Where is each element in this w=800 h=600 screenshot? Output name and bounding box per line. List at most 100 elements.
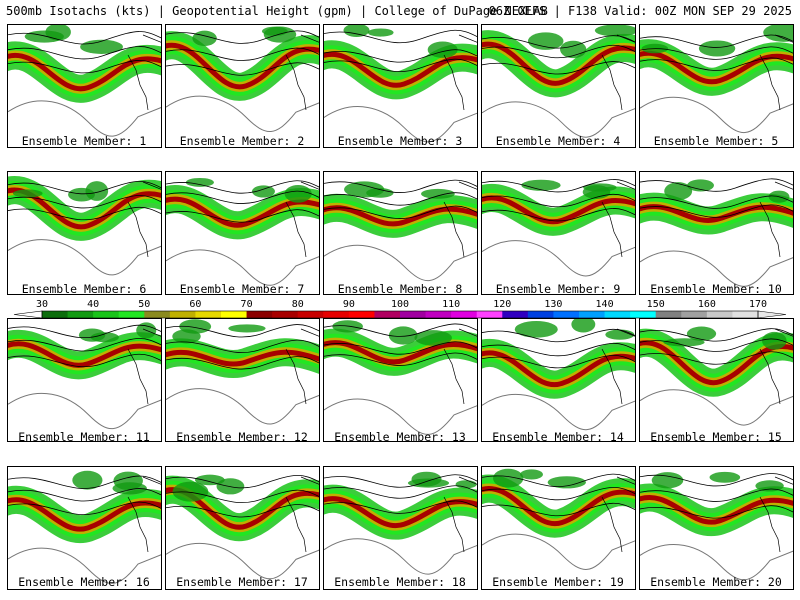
colorbar-swatch (42, 311, 69, 318)
height-contour-gray (8, 239, 161, 276)
ensemble-map-panel (481, 171, 636, 295)
colorbar-swatch (272, 311, 299, 318)
jet-stream-band (640, 50, 793, 85)
height-contour (640, 488, 793, 502)
height-contour (166, 190, 319, 204)
height-contour (482, 179, 635, 193)
height-contour-gray (8, 547, 161, 584)
wind-speed-area (388, 326, 418, 345)
isotach-map (640, 178, 793, 287)
height-contour (640, 338, 793, 352)
colorbar-tick-label: 40 (87, 299, 99, 310)
ensemble-member-label: Ensemble Member: 2 (179, 134, 305, 148)
height-contour (640, 46, 793, 60)
wind-speed-area (763, 25, 793, 42)
coastline (601, 328, 635, 405)
colorbar-swatch (553, 311, 580, 318)
wind-speed-area (664, 182, 693, 201)
height-contour (324, 500, 477, 514)
wind-speed-area (172, 481, 209, 502)
height-contour-gray (482, 101, 635, 138)
height-contour (640, 204, 793, 218)
coastline (759, 328, 793, 405)
coastline (285, 181, 319, 258)
colorbar-swatch (93, 311, 120, 318)
height-contour (324, 179, 477, 193)
ensemble-map-panel (639, 24, 794, 148)
height-contour (324, 485, 477, 499)
colorbar-tick-label: 70 (241, 299, 253, 310)
jet-stream-band (166, 349, 319, 367)
colorbar-tick-label: 120 (493, 299, 511, 310)
height-contour-gray (166, 542, 319, 580)
wind-speed-area (493, 468, 524, 488)
coastline (759, 34, 793, 111)
isotach-map (166, 474, 319, 580)
colorbar-swatch (246, 311, 273, 318)
colorbar-tick-label: 60 (189, 299, 201, 310)
colorbar-swatch (681, 311, 708, 318)
height-contour (324, 49, 477, 63)
jet-stream-band (482, 41, 635, 86)
colorbar-tick-label: 110 (442, 299, 460, 310)
isotach-map (324, 471, 477, 575)
isotach-map (324, 320, 477, 435)
height-contour (8, 324, 161, 339)
wind-speed-area (455, 480, 477, 489)
coastline (443, 34, 477, 111)
ensemble-map-panel (639, 171, 794, 295)
coastline (127, 476, 161, 553)
colorbar-swatch (67, 311, 94, 318)
colorbar-swatch (655, 311, 682, 318)
colorbar-swatch (476, 311, 503, 318)
colorbar-swatch (323, 311, 350, 318)
ensemble-member-label: Ensemble Member: 13 (334, 430, 466, 444)
ensemble-member-label: Ensemble Member: 19 (492, 575, 624, 589)
coastline (285, 34, 319, 111)
ensemble-member-label: Ensemble Member: 12 (176, 430, 308, 444)
ensemble-map-panel (639, 318, 794, 442)
height-contour-gray (166, 95, 319, 132)
colorbar-tick-label: 100 (391, 299, 409, 310)
height-contour (482, 61, 635, 75)
colorbar-tick-label: 160 (698, 299, 716, 310)
height-contour (166, 504, 319, 518)
wind-speed-area (344, 181, 385, 198)
wind-speed-area (527, 32, 564, 50)
coastline (759, 476, 793, 553)
jet-stream-band (324, 496, 477, 529)
height-contour (8, 46, 161, 60)
wind-speed-area (179, 319, 212, 334)
height-contour (482, 486, 635, 501)
wind-speed-area (594, 25, 635, 37)
jet-stream-band (482, 486, 635, 527)
height-contour (166, 47, 319, 61)
ensemble-map-panel (7, 318, 162, 442)
jet-stream-band (640, 204, 793, 223)
height-contour-gray (324, 398, 477, 435)
height-contour (640, 57, 793, 71)
height-contour (482, 473, 635, 487)
jet-stream-band (482, 195, 635, 225)
colorbar-tick-label: 170 (749, 299, 767, 310)
height-contour (640, 328, 793, 342)
height-contour (640, 351, 793, 365)
ensemble-member-label: Ensemble Member: 1 (21, 134, 147, 148)
height-contour (482, 355, 635, 369)
height-contour (324, 205, 477, 219)
colorbar-swatches (13, 310, 787, 319)
ensemble-member-label: Ensemble Member: 6 (21, 282, 147, 296)
colorbar-end-arrow (757, 310, 787, 319)
colorbar-tick-label: 130 (544, 299, 562, 310)
height-contour (166, 62, 319, 76)
wind-speed-area (343, 25, 370, 37)
height-contour (324, 29, 477, 44)
wind-speed-area (112, 482, 147, 495)
height-contour (166, 180, 319, 194)
wind-speed-area (367, 28, 394, 37)
coastline (127, 328, 161, 405)
height-contour (482, 502, 635, 517)
isotach-map (8, 25, 161, 137)
jet-stream-band (324, 205, 477, 227)
colorbar-swatch (451, 311, 478, 318)
